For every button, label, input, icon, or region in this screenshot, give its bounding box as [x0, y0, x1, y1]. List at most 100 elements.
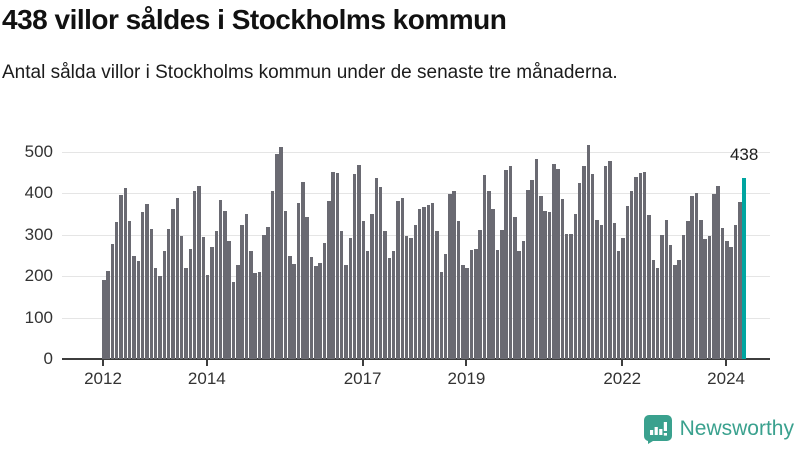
latest-value-label: 438 [729, 144, 759, 164]
bar [560, 199, 565, 359]
bar [335, 173, 340, 359]
bar [729, 247, 733, 359]
bar [361, 221, 366, 359]
bar [521, 240, 526, 359]
bar [136, 260, 141, 359]
bar [456, 221, 461, 359]
subtitle: Antal sålda villor i Stockholms kommun u… [2, 62, 618, 83]
bar [205, 274, 210, 359]
bar [249, 251, 253, 359]
bar [331, 172, 335, 359]
bar [707, 236, 712, 359]
bar [262, 234, 266, 359]
bar [288, 256, 292, 359]
bar [140, 211, 145, 359]
bar [344, 265, 348, 359]
bar [296, 202, 301, 359]
bar [608, 161, 612, 359]
bar [184, 267, 188, 359]
bar [123, 188, 128, 359]
bar [253, 273, 257, 359]
bar [543, 210, 547, 359]
bar [314, 265, 318, 359]
bar [352, 174, 357, 359]
bar [327, 200, 331, 359]
bar [694, 192, 699, 359]
bar [504, 169, 508, 359]
bar [461, 264, 465, 359]
bar [651, 259, 656, 359]
x-tick-label: 2019 [447, 369, 486, 388]
bar [188, 249, 193, 359]
headline: 438 villor såldes i Stockholms kommun [2, 4, 507, 35]
newsworthy-wordmark: Newsworthy [679, 417, 794, 440]
x-tick-mark [725, 360, 728, 366]
bar [435, 230, 439, 359]
bar [357, 165, 361, 359]
bar [590, 173, 595, 359]
bar [301, 182, 305, 359]
x-tick-mark [205, 360, 208, 366]
bar [660, 235, 664, 359]
bar [223, 210, 227, 359]
y-tick-label: 500 [24, 142, 53, 161]
bar [387, 257, 392, 359]
bar [404, 235, 409, 359]
x-tick-label: 2017 [343, 369, 382, 388]
bar [127, 221, 132, 359]
bar [266, 226, 270, 359]
bar [153, 267, 158, 359]
bar [227, 240, 231, 359]
bar [106, 271, 110, 359]
y-tick-label: 400 [24, 183, 53, 203]
bar [564, 234, 569, 359]
bar [197, 186, 201, 359]
bar [690, 195, 694, 359]
bar [508, 165, 513, 359]
bar [582, 166, 586, 359]
bar [487, 190, 491, 359]
bar [210, 247, 214, 359]
bar [677, 259, 681, 359]
bar [430, 202, 435, 359]
bar [218, 200, 223, 359]
bar [629, 191, 634, 359]
bar [145, 204, 149, 359]
bar [664, 220, 668, 359]
bar [712, 194, 716, 359]
x-tick-label: 2022 [603, 369, 642, 388]
bar [417, 209, 422, 359]
bar [556, 168, 560, 359]
bar [703, 239, 707, 359]
bar [171, 208, 175, 359]
y-tick-label: 300 [24, 224, 53, 244]
bar [365, 251, 370, 359]
bar [231, 282, 236, 359]
bar [119, 195, 123, 359]
bar [413, 225, 418, 359]
x-tick-label: 2012 [84, 369, 122, 388]
bar [339, 230, 344, 359]
x-tick-mark [465, 360, 468, 366]
x-axis-line [62, 358, 770, 360]
bar [699, 220, 703, 359]
bar [378, 187, 383, 359]
x-tick-mark [102, 360, 104, 366]
bar [526, 190, 530, 359]
bar [132, 255, 136, 359]
bar [275, 154, 279, 359]
bar [292, 264, 296, 359]
bar [348, 237, 353, 359]
bar [422, 207, 426, 359]
bar [396, 200, 400, 359]
bar [179, 236, 184, 359]
bar [474, 249, 478, 359]
bar [318, 262, 322, 359]
bar [621, 237, 625, 359]
bar [720, 227, 725, 359]
bar [426, 204, 431, 359]
bar [478, 230, 482, 359]
bar [452, 190, 456, 359]
bar [495, 249, 500, 359]
